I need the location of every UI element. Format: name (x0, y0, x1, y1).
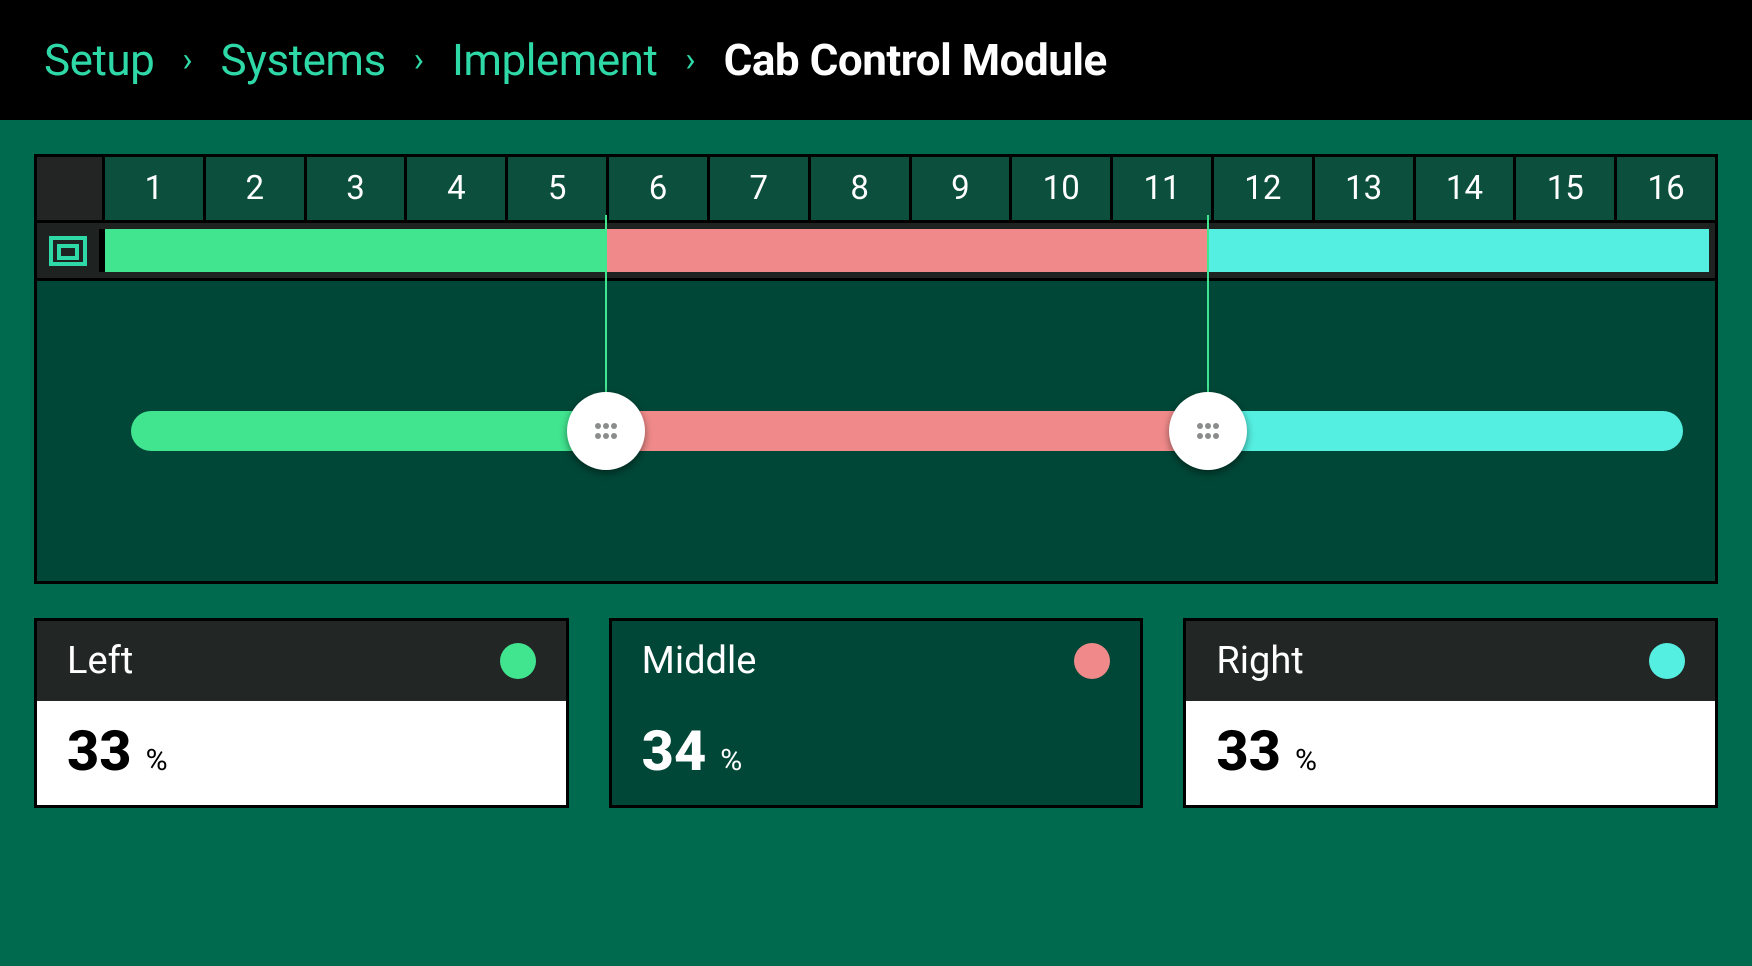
ruler-lead (37, 157, 105, 220)
ruler-cell: 5 (508, 157, 609, 220)
chevron-right-icon: › (685, 40, 695, 80)
bar-seg-left (105, 229, 606, 272)
ruler-cell: 15 (1516, 157, 1617, 220)
breadcrumb-link[interactable]: Implement (452, 34, 657, 86)
ruler-cell: 13 (1315, 157, 1416, 220)
color-dot-icon (1074, 643, 1110, 679)
breadcrumb-link[interactable]: Setup (44, 34, 154, 86)
ruler-cell: 12 (1214, 157, 1315, 220)
ruler-cell: 8 (811, 157, 912, 220)
card-head: Middle (612, 621, 1141, 701)
card-body: 33% (1186, 701, 1715, 805)
section-slider-panel: 12345678910111213141516 (34, 154, 1718, 584)
ruler-cell: 6 (609, 157, 710, 220)
breadcrumb-link[interactable]: Systems (221, 34, 386, 86)
color-dot-icon (500, 643, 536, 679)
ruler-cell: 3 (307, 157, 408, 220)
card-value: 34 (642, 723, 707, 779)
ruler-cell: 2 (206, 157, 307, 220)
card-middle[interactable]: Middle 34% (609, 618, 1144, 808)
ruler-cell: 11 (1113, 157, 1214, 220)
card-unit: % (1295, 743, 1317, 778)
segment-cards: Left 33% Middle 34% Right 33% (34, 618, 1718, 808)
card-value: 33 (1216, 723, 1281, 779)
card-unit: % (146, 743, 168, 778)
card-right[interactable]: Right 33% (1183, 618, 1718, 808)
card-left[interactable]: Left 33% (34, 618, 569, 808)
slider-seg-left (131, 411, 616, 451)
ruler-cell: 16 (1617, 157, 1715, 220)
card-body: 34% (612, 701, 1141, 805)
section-ruler: 12345678910111213141516 (37, 157, 1715, 223)
slider-seg-middle (616, 411, 1198, 451)
bar-seg-right (1208, 229, 1709, 272)
bar-seg-middle (606, 229, 1208, 272)
handle-left-middle[interactable] (567, 392, 645, 470)
handle-middle-right[interactable] (1169, 392, 1247, 470)
card-body: 33% (37, 701, 566, 805)
ruler-cell: 1 (105, 157, 206, 220)
card-head: Right (1186, 621, 1715, 701)
ruler-cell: 7 (710, 157, 811, 220)
card-head: Left (37, 621, 566, 701)
breadcrumb: Setup › Systems › Implement › Cab Control Modu… (0, 0, 1752, 120)
color-dot-icon (1649, 643, 1685, 679)
slider-seg-right (1198, 411, 1683, 451)
breadcrumb-current: Cab Control Module (724, 34, 1107, 86)
slider-track (131, 411, 1683, 451)
chevron-right-icon: › (414, 40, 424, 80)
module-icon (37, 229, 105, 272)
ruler-cell: 14 (1416, 157, 1517, 220)
card-title: Left (67, 639, 133, 683)
card-unit: % (720, 743, 742, 778)
slider-area (37, 281, 1715, 581)
ruler-cell: 10 (1012, 157, 1113, 220)
section-bar-track (105, 229, 1715, 272)
chevron-right-icon: › (182, 40, 192, 80)
card-value: 33 (67, 723, 132, 779)
section-bar-row (37, 223, 1715, 281)
card-title: Right (1216, 639, 1303, 683)
card-title: Middle (642, 639, 757, 683)
ruler-cell: 9 (912, 157, 1013, 220)
ruler-cell: 4 (407, 157, 508, 220)
